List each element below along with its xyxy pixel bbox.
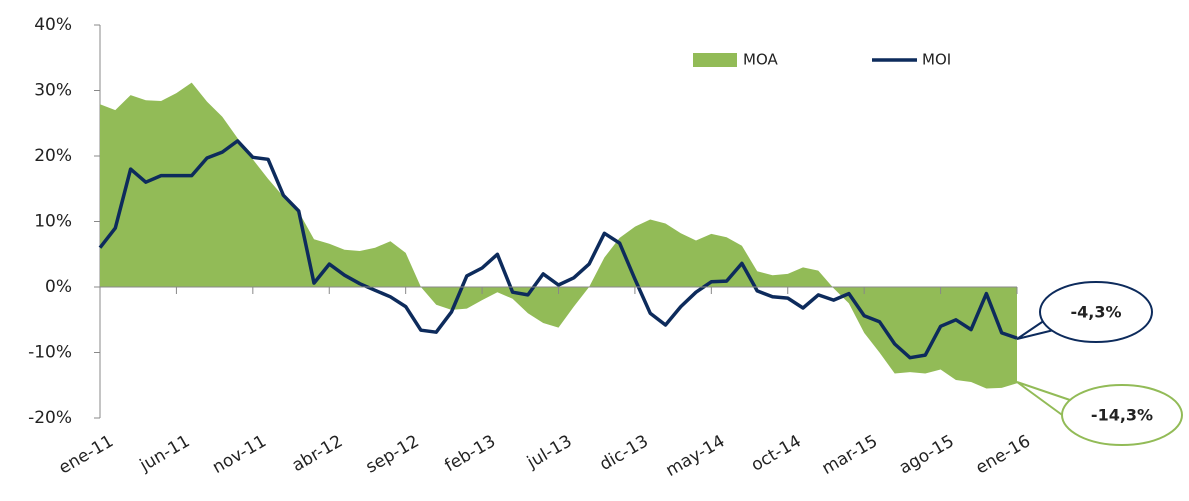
annotation: -4,3% <box>1070 303 1121 322</box>
x-tick-label: sep-12 <box>363 431 423 477</box>
callout-bubble <box>1039 281 1153 343</box>
x-tick-label: ene-16 <box>972 431 1034 478</box>
legend: MOA MOI <box>693 51 951 69</box>
x-tick-label: jul-13 <box>523 431 575 473</box>
y-tick-label: -10% <box>28 343 72 363</box>
y-tick-label: 30% <box>34 81 72 101</box>
x-tick-label: may-14 <box>662 431 728 481</box>
legend-label: MOI <box>922 51 951 69</box>
x-tick-label: oct-14 <box>748 431 805 475</box>
x-tick-label: feb-13 <box>441 431 499 476</box>
callout-moi: -4,3% <box>1016 281 1153 343</box>
plot: -20% -10% 0% 10% 20% 30% 40% ene-11 jun-11 nov-11… <box>28 15 1034 481</box>
area <box>100 82 1017 389</box>
y-tick-label: 20% <box>34 146 72 166</box>
x-tick-label: dic-13 <box>596 431 652 475</box>
callout-bubble <box>1061 384 1183 446</box>
x-tick-label: nov-11 <box>209 431 270 478</box>
y-tick-label: -20% <box>28 408 72 428</box>
legend-swatch <box>693 53 737 67</box>
legend-label: MOA <box>743 51 778 69</box>
annotation: -14,3% <box>1091 406 1153 425</box>
x-tick-label: ago-15 <box>896 431 958 478</box>
y-tick-label: 40% <box>34 15 72 35</box>
y-tick-label: 0% <box>45 277 72 297</box>
line <box>98 139 1018 360</box>
x-tick-label: ene-11 <box>55 431 117 478</box>
x-tick-label: abr-12 <box>289 431 347 476</box>
x-tick-label: mar-15 <box>819 431 882 479</box>
y-tick-label: 10% <box>34 212 72 232</box>
x-tick-label: jun-11 <box>136 431 194 476</box>
callout-moa: -14,3% <box>1016 381 1183 446</box>
